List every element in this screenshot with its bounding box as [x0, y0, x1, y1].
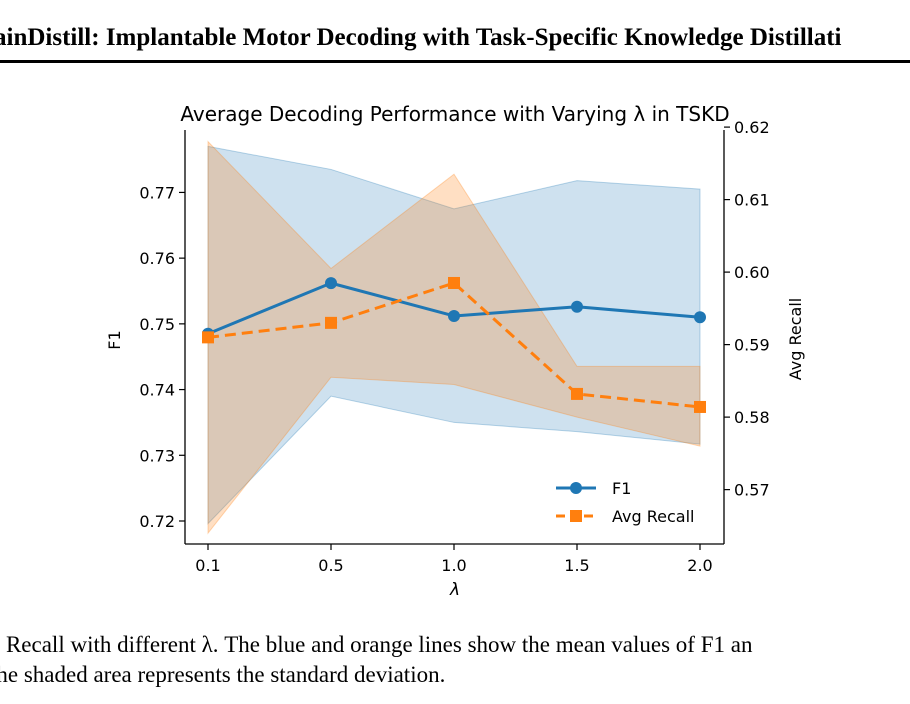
x-tick-label-2: 1.0	[441, 556, 466, 575]
y-tick-label-4: 0.76	[139, 249, 175, 268]
y2-tick-label-1: 0.58	[734, 408, 770, 427]
point-f1-4	[694, 311, 706, 324]
band-avg-recall	[207, 140, 701, 535]
chart-title: Average Decoding Performance with Varyin…	[180, 102, 729, 126]
y2-tick-label-2: 0.59	[734, 336, 770, 355]
y-tick-label-1: 0.73	[139, 446, 175, 465]
figure-caption-line-1: e Recall with different λ. The blue and …	[0, 632, 753, 657]
y2-tick-label-0: 0.57	[734, 481, 770, 500]
series-line-avg-recall	[207, 281, 701, 409]
y-tick-label-0: 0.72	[139, 512, 175, 531]
x-axis-label: λ	[449, 580, 460, 600]
legend-label-f1: F1	[612, 479, 631, 498]
legend-label-avg-recall: Avg Recall	[612, 507, 694, 526]
figure-caption-line-2: the shaded area represents the standard …	[0, 662, 446, 687]
paper-header-title: ainDistill: Implantable Motor Decoding w…	[0, 24, 842, 51]
y-tick-label-5: 0.77	[139, 183, 175, 202]
point-f1-3	[571, 300, 583, 313]
point-avg-recall-4	[694, 400, 706, 413]
legend-marker-f1	[570, 482, 582, 494]
point-avg-recall-3	[571, 387, 583, 400]
legend-marker-avg-recall	[570, 510, 582, 522]
y2-tick-label-4: 0.61	[734, 191, 770, 210]
point-f1-2	[448, 309, 460, 322]
axes-layer: 0.1 0.5 1.0 1.5 2.0 0.72 0.73 0.74 0.75 0.76 0.77 0…	[139, 118, 769, 575]
band-layer	[207, 140, 701, 535]
y2-axis-label: Avg Recall	[786, 298, 805, 380]
y-tick-label-2: 0.74	[139, 381, 175, 400]
point-avg-recall-1	[325, 316, 337, 329]
point-f1-1	[325, 277, 337, 290]
x-tick-label-4: 2.0	[687, 556, 712, 575]
x-tick-label-3: 1.5	[564, 556, 589, 575]
legend: F1 Avg Recall	[556, 479, 694, 526]
y-axis-label: F1	[105, 330, 124, 349]
y2-tick-label-3: 0.60	[734, 263, 770, 282]
x-tick-label-0: 0.1	[195, 556, 220, 575]
chart: 0.1 0.5 1.0 1.5 2.0 0.72 0.73 0.74 0.75 0.76 0.77 0…	[105, 102, 805, 600]
band-f1	[207, 145, 701, 525]
y-tick-label-3: 0.75	[139, 315, 175, 334]
y2-tick-label-5: 0.62	[734, 118, 770, 137]
point-avg-recall-0	[202, 331, 214, 344]
line-layer	[202, 276, 706, 413]
header-rule	[0, 60, 910, 63]
x-tick-label-1: 0.5	[318, 556, 343, 575]
point-avg-recall-2	[448, 276, 460, 289]
